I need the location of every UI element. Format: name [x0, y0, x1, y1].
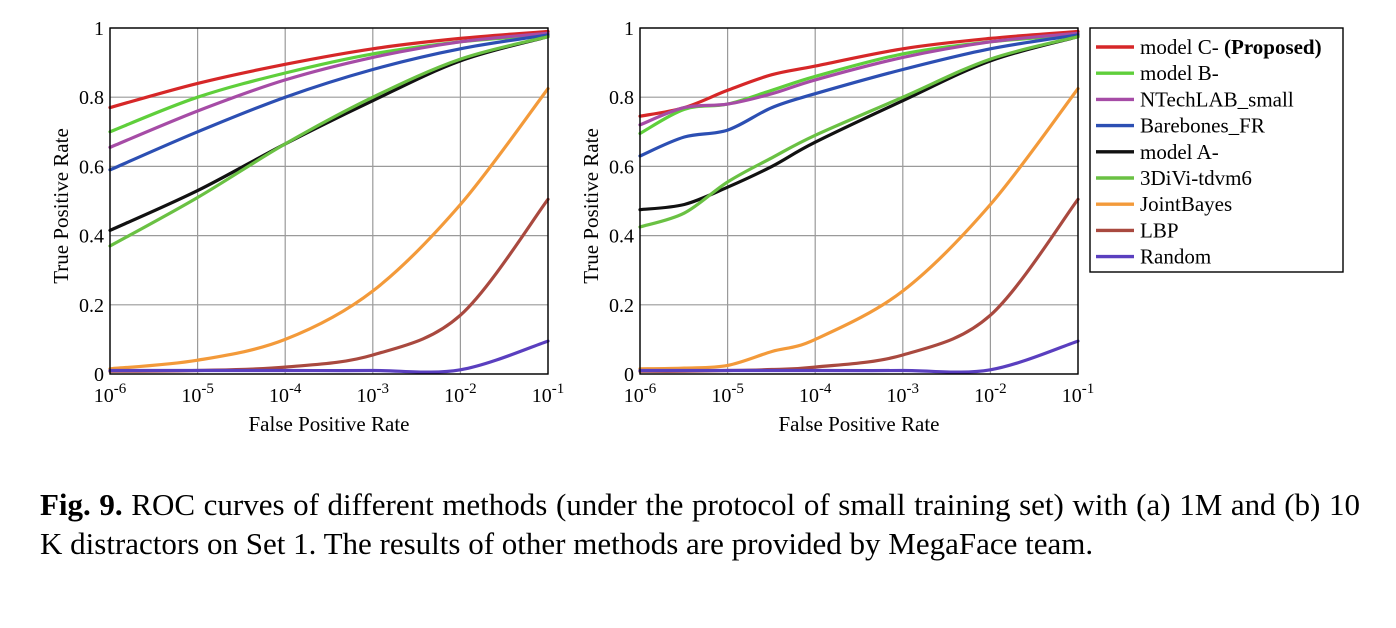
x-tick-label: 10-6	[94, 381, 127, 407]
chart-legend: model C- (Proposed)model B-NTechLAB_smal…	[1089, 27, 1344, 273]
y-tick-label: 0	[624, 364, 634, 386]
series-line-barebones-fr	[638, 33, 1080, 158]
legend-label: model C- (Proposed)	[1140, 35, 1322, 59]
legend-label: model A-	[1140, 140, 1219, 164]
legend-label: NTechLAB_small	[1140, 87, 1294, 111]
x-tick-label: 10-5	[711, 381, 744, 407]
y-tick-label: 0.6	[79, 156, 104, 178]
x-tick-label: 10-1	[1062, 381, 1095, 407]
figure-caption: Fig. 9. ROC curves of different methods …	[40, 485, 1360, 563]
y-tick-label: 0.2	[609, 295, 634, 317]
series-line-3divi-tdvm6	[108, 35, 550, 248]
series-line-model-c-proposed	[108, 29, 550, 110]
x-tick-label: 10-4	[799, 381, 832, 407]
x-tick-label: 10-5	[181, 381, 214, 407]
roc-chart-panel-a: 0 0.2 0.4 0.6 0.8 1 10-6 10-5 10-4 10-3 10-2 10-1 Fa…	[49, 18, 564, 436]
legend-label: Barebones_FR	[1140, 114, 1265, 138]
series-lines	[108, 29, 550, 374]
caption-label: Fig. 9.	[40, 487, 123, 522]
legend-label: JointBayes	[1140, 192, 1232, 216]
x-tick-label: 10-6	[624, 381, 657, 407]
legend-item-jointbayes: JointBayes	[1096, 192, 1232, 216]
y-tick-label: 1	[624, 18, 634, 40]
series-line-model-c-proposed	[638, 29, 1080, 118]
y-tick-label: 0.4	[609, 226, 634, 248]
legend-item-model-a: model A-	[1096, 140, 1219, 164]
series-line-barebones-fr	[108, 33, 550, 172]
y-axis-label: True Positive Rate	[579, 128, 603, 284]
legend-item-barebones-fr: Barebones_FR	[1096, 114, 1265, 138]
y-tick-label: 0.6	[609, 156, 634, 178]
x-tick-label: 10-1	[532, 381, 565, 407]
series-line-random	[108, 339, 550, 374]
y-tick-label: 0.8	[79, 87, 104, 109]
legend-label: model B-	[1140, 61, 1219, 85]
x-tick-label: 10-2	[974, 381, 1007, 407]
series-line-random	[638, 339, 1080, 374]
legend-label: 3DiVi-tdvm6	[1140, 166, 1252, 190]
x-tick-label: 10-3	[357, 381, 390, 407]
series-line-3divi-tdvm6	[638, 35, 1080, 229]
y-axis-label: True Positive Rate	[49, 128, 73, 284]
legend-item-random: Random	[1096, 245, 1211, 269]
legend-item-model-b: model B-	[1096, 61, 1219, 85]
plot-frame	[109, 27, 549, 375]
y-tick-label: 0.8	[609, 87, 634, 109]
legend-item-lbp: LBP	[1096, 218, 1179, 242]
series-line-model-a	[638, 35, 1080, 212]
y-tick-label: 0.4	[79, 226, 104, 248]
caption-text: ROC curves of different methods (under t…	[40, 487, 1360, 561]
gridlines	[109, 27, 549, 375]
series-line-ntechlab-small	[638, 31, 1080, 127]
plot-area	[640, 28, 1078, 374]
series-line-jointbayes	[638, 87, 1080, 371]
x-tick-label: 10-3	[887, 381, 920, 407]
x-tick-label: 10-4	[269, 381, 302, 407]
series-line-ntechlab-small	[108, 31, 550, 149]
roc-chart-panel-b: 0 0.2 0.4 0.6 0.8 1 10-6 10-5 10-4 10-3 10-2 10-1 Fa…	[579, 18, 1094, 436]
figure-roc-curves: 0 0.2 0.4 0.6 0.8 1 10-6 10-5 10-4 10-3 10-2 10-1 Fa…	[49, 18, 1344, 436]
legend-label: Random	[1140, 245, 1211, 269]
x-axis-label: False Positive Rate	[249, 412, 410, 436]
x-tick-label: 10-2	[444, 381, 477, 407]
y-tick-label: 0.2	[79, 295, 104, 317]
legend-item-3divi-tdvm6: 3DiVi-tdvm6	[1096, 166, 1252, 190]
y-tick-label: 1	[94, 18, 104, 40]
legend-label: LBP	[1140, 218, 1179, 242]
legend-item-model-c-proposed: model C- (Proposed)	[1096, 35, 1322, 59]
legend-item-ntechlab-small: NTechLAB_small	[1096, 87, 1294, 111]
series-line-jointbayes	[108, 87, 550, 371]
plot-frame	[639, 27, 1079, 375]
series-lines	[638, 29, 1080, 374]
x-axis-label: False Positive Rate	[779, 412, 940, 436]
y-tick-label: 0	[94, 364, 104, 386]
